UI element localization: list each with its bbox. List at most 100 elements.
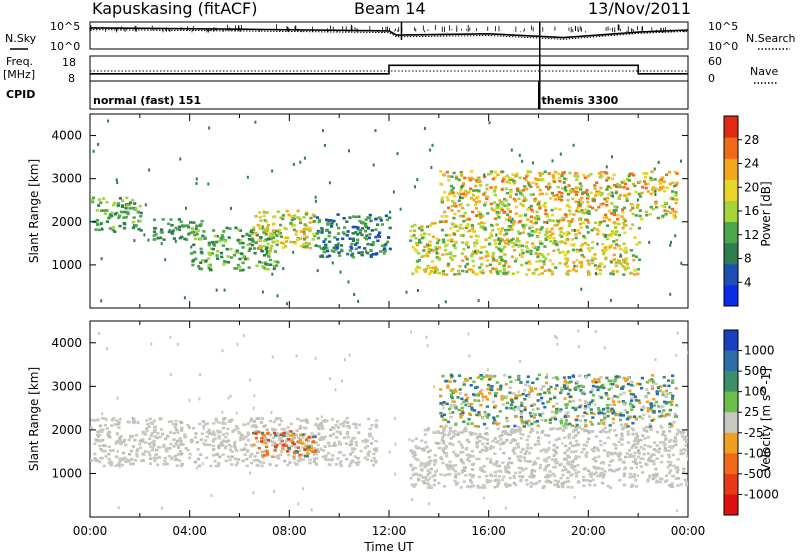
echo-cell — [461, 227, 465, 230]
echo-cell — [510, 228, 514, 231]
echo-cell — [214, 437, 217, 441]
echo-cell — [495, 464, 499, 468]
echo-cell — [332, 432, 336, 436]
echo-cell — [572, 268, 576, 271]
echo-cell — [482, 422, 487, 426]
echo-cell — [326, 458, 330, 462]
echo-cell — [156, 236, 160, 240]
echo-cell — [416, 473, 420, 477]
echo-cell — [517, 240, 521, 243]
echo-cell — [132, 421, 136, 425]
echo-cell — [641, 185, 645, 189]
echo-cell — [118, 437, 122, 440]
echo-cell — [496, 213, 500, 217]
echo-cell — [475, 249, 480, 253]
echo-cell — [573, 386, 577, 390]
echo-cell — [593, 446, 597, 449]
echo-cell — [532, 416, 536, 419]
echo-cell — [528, 234, 532, 238]
echo-cell — [215, 288, 218, 292]
echo-cell — [459, 416, 463, 419]
echo-cell — [538, 259, 542, 263]
echo-cell — [308, 461, 312, 465]
echo-cell — [624, 251, 628, 254]
echo-cell — [495, 210, 500, 214]
echo-cell — [567, 376, 571, 379]
echo-cell — [299, 237, 303, 240]
echo-cell — [674, 443, 678, 447]
echo-cell — [595, 190, 599, 194]
echo-cell — [613, 378, 617, 382]
echo-cell — [460, 470, 464, 474]
echo-cell — [502, 239, 506, 243]
echo-cell — [273, 443, 278, 446]
echo-cell — [496, 482, 500, 486]
echo-cell — [553, 483, 557, 487]
echo-cell — [349, 440, 353, 443]
echo-cell — [155, 453, 159, 456]
echo-cell — [648, 459, 652, 463]
echo-cell — [289, 422, 293, 426]
echo-cell — [485, 398, 490, 401]
echo-cell — [492, 463, 496, 466]
echo-cell — [460, 446, 465, 449]
echo-cell — [227, 419, 230, 423]
echo-cell — [526, 380, 530, 384]
echo-cell — [573, 468, 577, 472]
echo-cell — [522, 456, 527, 459]
echo-cell — [559, 476, 563, 480]
echo-cell — [570, 465, 574, 468]
echo-cell — [156, 432, 160, 435]
echo-cell — [480, 388, 484, 392]
echo-cell — [443, 473, 447, 477]
echo-cell — [490, 234, 494, 238]
echo-cell — [637, 399, 641, 402]
echo-cell — [542, 260, 546, 263]
noise-strip-frame — [89, 21, 689, 50]
echo-cell — [321, 427, 325, 430]
echo-cell — [523, 397, 527, 401]
echo-cell — [298, 449, 302, 453]
echo-cell — [348, 249, 352, 252]
echo-cell — [661, 214, 665, 218]
echo-cell — [663, 209, 667, 212]
echo-cell — [477, 189, 481, 193]
echo-cell — [488, 391, 492, 395]
echo-cell — [250, 233, 254, 236]
echo-cell — [589, 475, 593, 478]
echo-cell — [473, 399, 477, 402]
echo-cell — [520, 255, 524, 259]
echo-cell — [446, 386, 450, 389]
echo-cell — [442, 240, 446, 244]
echo-cell — [154, 233, 158, 236]
echo-cell — [615, 468, 619, 472]
echo-cell — [339, 270, 342, 274]
echo-cell — [489, 223, 494, 227]
echo-cell — [208, 432, 212, 435]
echo-cell — [607, 185, 611, 188]
echo-cell — [491, 259, 495, 262]
echo-cell — [622, 483, 627, 487]
echo-cell — [505, 174, 509, 178]
x-tick-label: 04:00 — [172, 524, 207, 538]
echo-cell — [585, 412, 589, 416]
echo-cell — [460, 406, 464, 410]
echo-cell — [547, 434, 551, 437]
echo-cell — [511, 450, 516, 453]
echo-cell — [551, 376, 555, 380]
echo-cell — [486, 252, 490, 255]
echo-cell — [483, 175, 487, 179]
echo-cell — [263, 211, 267, 215]
echo-cell — [412, 234, 416, 237]
echo-cell — [464, 399, 468, 402]
echo-cell — [686, 454, 688, 458]
echo-cell — [394, 472, 396, 476]
echo-cell — [465, 453, 469, 457]
echo-cell — [167, 222, 171, 226]
echo-cell — [504, 432, 508, 435]
echo-cell — [203, 423, 207, 426]
echo-cell — [337, 226, 341, 230]
echo-cell — [357, 423, 362, 427]
echo-cell — [669, 438, 673, 442]
echo-cell — [102, 444, 106, 447]
